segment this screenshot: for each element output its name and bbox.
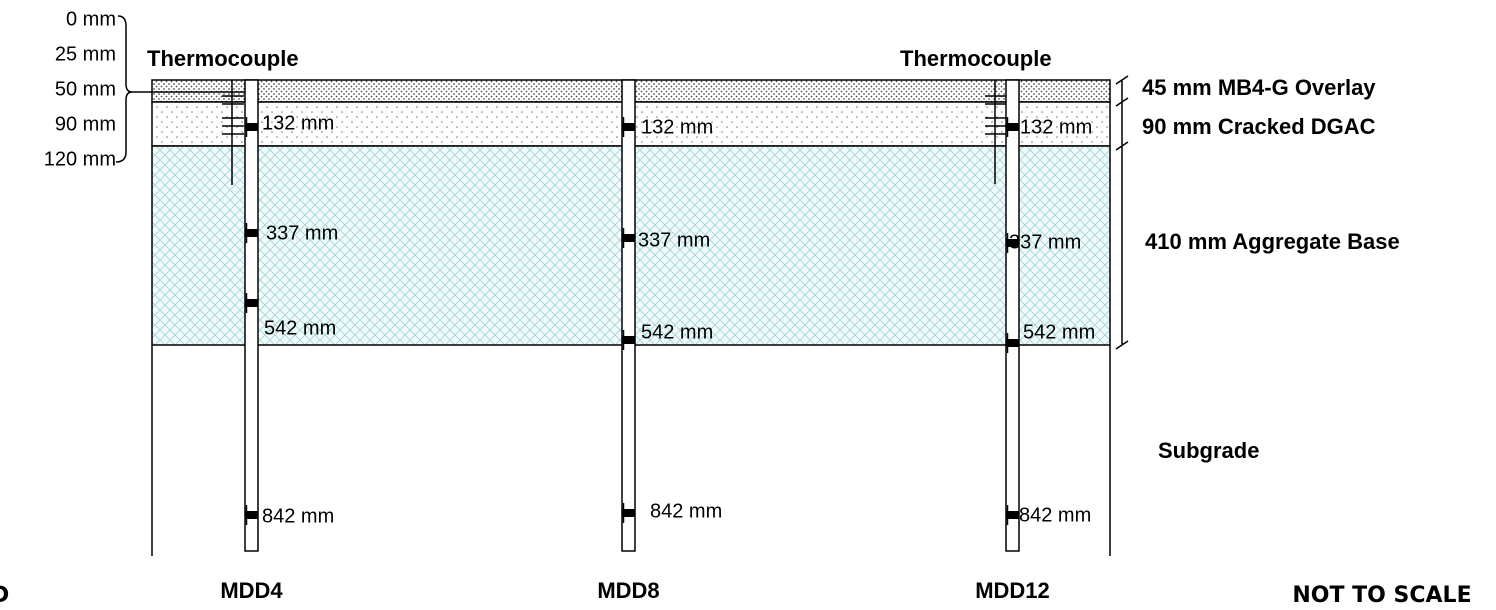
sensor-depth: 132 mm — [1020, 116, 1092, 138]
mdd-rod — [1005, 79, 1020, 552]
layer-brace — [1115, 75, 1129, 350]
depth-label: 25 mm — [55, 43, 116, 65]
sensor-depth: 337 mm — [266, 222, 338, 244]
anchors — [244, 117, 1020, 525]
anchor — [1005, 123, 1020, 131]
edge-label: D — [0, 583, 9, 608]
anchor — [1005, 339, 1020, 347]
mdd-label: MDD4 — [220, 578, 283, 603]
depth-label: 50 mm — [55, 78, 116, 100]
sensor-depth: 542 mm — [264, 317, 336, 339]
thermocouple — [985, 80, 1007, 184]
thermocouple-label: Thermocouple — [900, 46, 1052, 71]
layer-label: 90 mm Cracked DGAC — [1142, 114, 1376, 139]
depth-label: 0 mm — [66, 8, 116, 30]
note: NOT TO SCALE — [1292, 583, 1471, 608]
depth-label: 120 mm — [44, 148, 116, 170]
sensor-depth: 337 mm — [1009, 231, 1081, 253]
sensor-depth: 842 mm — [650, 500, 722, 522]
sensor-depth: 542 mm — [1023, 321, 1095, 343]
sensor-depth: 132 mm — [641, 116, 713, 138]
anchor — [621, 123, 636, 131]
mdd-rod — [244, 79, 259, 552]
anchor — [244, 511, 259, 519]
anchor — [621, 234, 636, 242]
anchor — [244, 299, 259, 307]
sensor-depth: 132 mm — [262, 112, 334, 134]
layer-label: 410 mm Aggregate Base — [1145, 229, 1400, 254]
sensor-depth: 337 mm — [638, 229, 710, 251]
sensor-depth: 542 mm — [641, 321, 713, 343]
depth-brace — [115, 15, 245, 163]
thermocouple-label: Thermocouple — [147, 46, 299, 71]
layer-label: 45 mm MB4-G Overlay — [1142, 75, 1376, 100]
sensor-depth: 842 mm — [262, 505, 334, 527]
anchor — [621, 509, 636, 517]
sensor-depth: 842 mm — [1019, 504, 1091, 526]
anchor — [1005, 239, 1020, 247]
anchor — [244, 123, 259, 131]
mdd-rod — [621, 79, 636, 552]
mdd-label: MDD8 — [597, 578, 659, 603]
depth-label: 90 mm — [55, 113, 116, 135]
anchor — [621, 336, 636, 344]
anchor — [244, 229, 259, 237]
thermocouple — [222, 80, 244, 185]
anchor — [1005, 511, 1020, 519]
mdd-label: MDD12 — [975, 578, 1050, 603]
layer-label: Subgrade — [1158, 438, 1259, 463]
